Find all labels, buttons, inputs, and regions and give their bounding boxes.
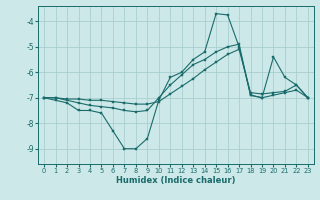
X-axis label: Humidex (Indice chaleur): Humidex (Indice chaleur) [116,176,236,185]
